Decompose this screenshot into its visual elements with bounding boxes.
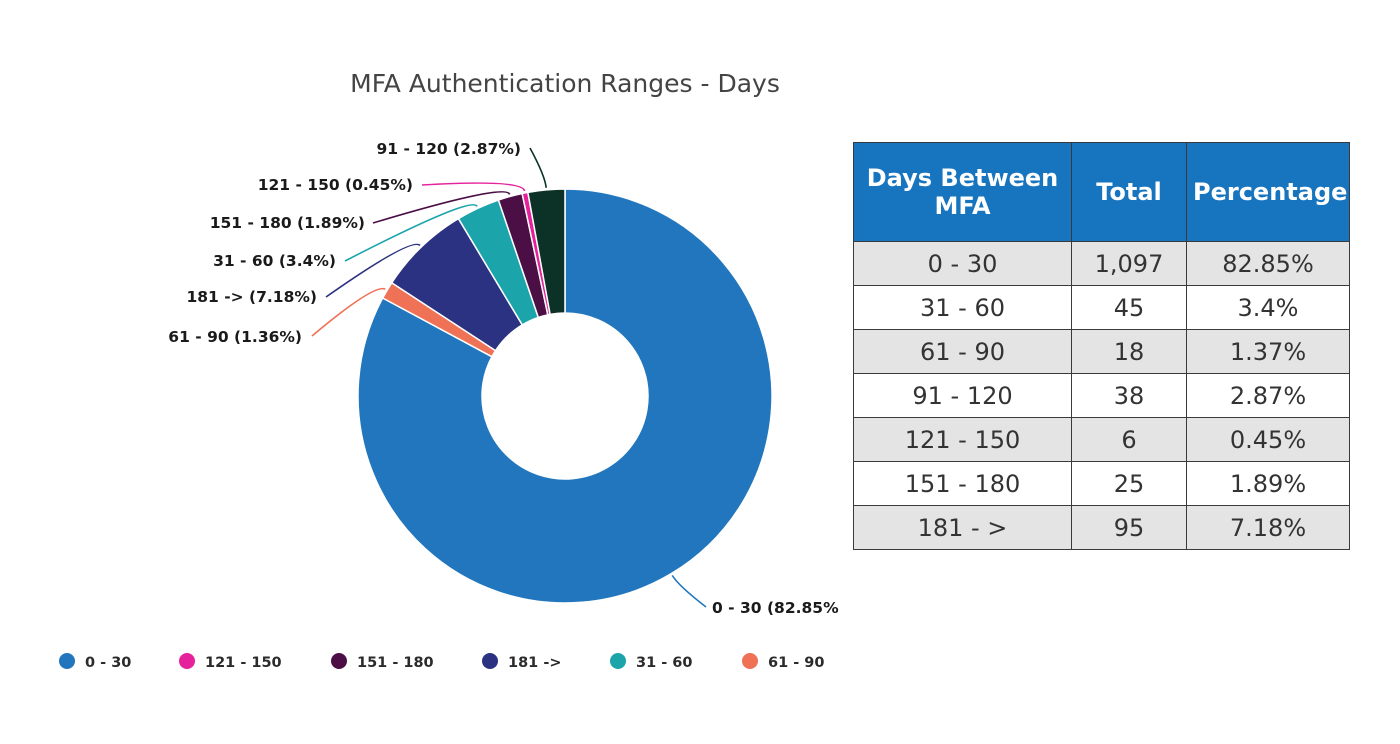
leader-line-91-120 xyxy=(529,147,547,188)
legend-item-61-90: 61 - 90 xyxy=(742,653,824,671)
table-row: 121 - 150 6 0.45% xyxy=(853,417,1350,462)
cell-range: 61 - 90 xyxy=(853,329,1072,374)
cell-percentage: 1.37% xyxy=(1186,329,1350,374)
slice-label-91-120: 91 - 120 (2.87%) xyxy=(377,140,522,158)
cell-range: 151 - 180 xyxy=(853,461,1072,506)
slice-91-120 xyxy=(527,188,566,316)
table-row: 0 - 30 1,097 82.85% xyxy=(853,241,1350,286)
slice-leader-lines xyxy=(311,147,707,608)
legend-item-151-180: 151 - 180 xyxy=(331,653,434,671)
table-row: 91 - 120 38 2.87% xyxy=(853,373,1350,418)
table-row: 31 - 60 45 3.4% xyxy=(853,285,1350,330)
cell-total: 25 xyxy=(1071,461,1187,506)
legend-label: 121 - 150 xyxy=(205,655,282,671)
chart-legend: 0 - 30 121 - 150 151 - 180 181 -> 31 - 60 61 … xyxy=(59,653,824,671)
legend-swatch xyxy=(482,653,498,669)
slice-label-0-30: 0 - 30 (82.85%) xyxy=(712,599,840,617)
legend-item-31-60: 31 - 60 xyxy=(610,653,692,671)
slice-label-151-180: 151 - 180 (1.89%) xyxy=(210,214,365,232)
slice-labels: 0 - 30 (82.85%) 61 - 90 (1.36%) 181 -> (7.… xyxy=(168,140,840,617)
cell-total: 1,097 xyxy=(1071,241,1187,286)
table-row: 61 - 90 18 1.37% xyxy=(853,329,1350,374)
donut-slices xyxy=(357,188,773,604)
legend-label: 31 - 60 xyxy=(636,655,692,671)
header-days-between-mfa: Days Between MFA xyxy=(853,142,1072,242)
cell-range: 0 - 30 xyxy=(853,241,1072,286)
cell-total: 45 xyxy=(1071,285,1187,330)
slice-label-121-150: 121 - 150 (0.45%) xyxy=(258,176,413,194)
slice-0-30 xyxy=(357,188,773,604)
legend-label: 151 - 180 xyxy=(357,655,434,671)
cell-percentage: 7.18% xyxy=(1186,505,1350,550)
leader-line-181-plus xyxy=(325,243,421,298)
cell-percentage: 3.4% xyxy=(1186,285,1350,330)
cell-total: 18 xyxy=(1071,329,1187,374)
cell-total: 38 xyxy=(1071,373,1187,418)
legend-swatch xyxy=(179,653,195,669)
cell-range: 31 - 60 xyxy=(853,285,1072,330)
leader-line-151-180 xyxy=(372,191,511,224)
header-total: Total xyxy=(1071,142,1187,242)
legend-item-0-30: 0 - 30 xyxy=(59,653,131,671)
table-row: 181 - > 95 7.18% xyxy=(853,505,1350,550)
slice-label-61-90: 61 - 90 (1.36%) xyxy=(168,328,302,346)
legend-swatch xyxy=(742,653,758,669)
slice-label-181-plus: 181 -> (7.18%) xyxy=(186,288,317,306)
table-row: 151 - 180 25 1.89% xyxy=(853,461,1350,506)
legend-swatch xyxy=(331,653,347,669)
leader-line-31-60 xyxy=(344,204,478,262)
donut-chart: MFA Authentication Ranges - Days 0 - 30 … xyxy=(59,69,840,671)
leader-line-0-30 xyxy=(671,574,707,608)
cell-percentage: 1.89% xyxy=(1186,461,1350,506)
cell-range: 181 - > xyxy=(853,505,1072,550)
mfa-summary-table: Days Between MFA Total Percentage 0 - 30… xyxy=(853,142,1350,550)
legend-label: 181 -> xyxy=(508,655,561,671)
cell-range: 121 - 150 xyxy=(853,417,1072,462)
leader-line-121-150 xyxy=(421,182,526,192)
cell-range: 91 - 120 xyxy=(853,373,1072,418)
legend-label: 61 - 90 xyxy=(768,655,824,671)
legend-item-181-plus: 181 -> xyxy=(482,653,561,671)
table-header-row: Days Between MFA Total Percentage xyxy=(853,142,1350,242)
legend-item-121-150: 121 - 150 xyxy=(179,653,282,671)
cell-total: 95 xyxy=(1071,505,1187,550)
header-percentage: Percentage xyxy=(1186,142,1350,242)
chart-title: MFA Authentication Ranges - Days xyxy=(350,69,780,98)
legend-label: 0 - 30 xyxy=(85,655,131,671)
slice-label-31-60: 31 - 60 (3.4%) xyxy=(213,252,336,270)
legend-swatch xyxy=(59,653,75,669)
cell-percentage: 2.87% xyxy=(1186,373,1350,418)
cell-total: 6 xyxy=(1071,417,1187,462)
cell-percentage: 82.85% xyxy=(1186,241,1350,286)
cell-percentage: 0.45% xyxy=(1186,417,1350,462)
legend-swatch xyxy=(610,653,626,669)
leader-line-61-90 xyxy=(311,287,386,337)
